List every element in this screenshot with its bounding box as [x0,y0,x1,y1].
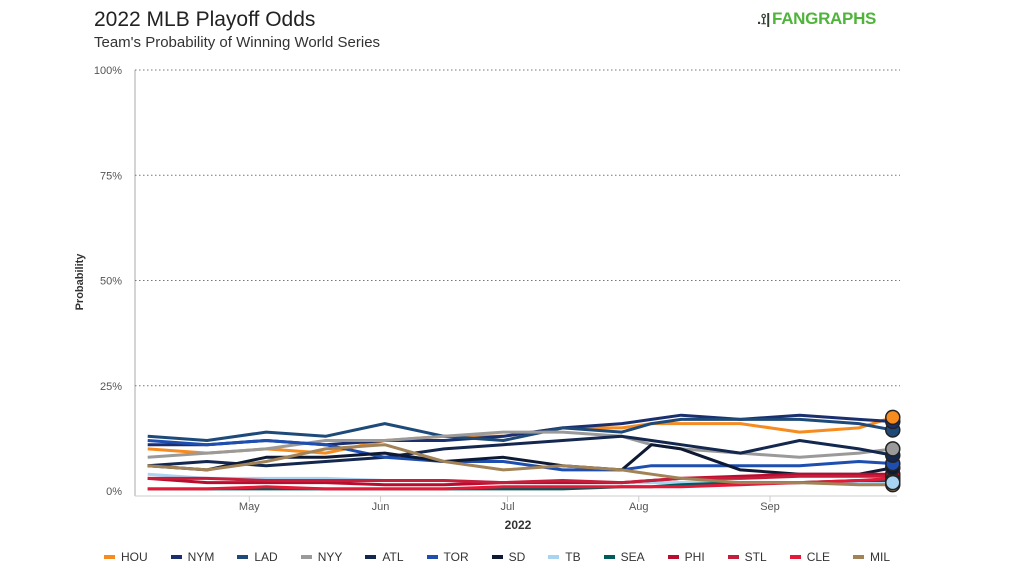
legend-swatch [667,555,679,559]
batter-icon: .⟟| [757,11,771,28]
legend-label: TOR [443,550,469,564]
legend-label: MIL [870,550,891,564]
x-tick-label: Jul [501,501,515,513]
x-tick-label: May [239,501,260,513]
y-axis-label: Probability [74,253,86,311]
legend-label: PHI [684,550,705,564]
legend-item-lad[interactable]: LAD [237,550,278,564]
legend-label: SEA [620,550,645,564]
legend-label: SD [508,550,526,564]
series-line-phi [147,472,893,487]
legend-swatch [853,555,865,559]
legend-swatch [491,555,503,559]
legend-item-atl[interactable]: ATL [365,550,404,564]
chart-subtitle: Team's Probability of Winning World Seri… [94,34,381,51]
legend-label: STL [744,550,767,564]
legend-swatch [727,555,739,559]
legend-label: ATL [382,550,404,564]
legend-label: TB [565,550,581,564]
legend-label: CLE [806,550,831,564]
series-line-stl [147,474,893,485]
series-line-mil [147,443,893,487]
legend-item-mil[interactable]: MIL [853,550,890,564]
legend-item-cle[interactable]: CLE [789,550,831,564]
series-line-nyy [147,430,893,459]
legend-item-tb[interactable]: TB [548,550,581,564]
series-line-tor [147,439,893,472]
legend-item-phi[interactable]: PHI [667,550,705,564]
legend-label: HOU [121,550,148,564]
y-tick-label: 50% [100,276,122,288]
legend-swatch [426,555,438,559]
legend-item-sea[interactable]: SEA [603,550,645,564]
legend-item-sd[interactable]: SD [491,550,526,564]
legend-item-nyy[interactable]: NYY [300,550,343,564]
legend-swatch [300,555,312,559]
series-line-lad [147,417,894,442]
series-line-atl [147,434,894,468]
x-tick-label: Jun [372,501,390,513]
legend-label: NYM [187,550,215,564]
y-tick-label: 25% [100,381,122,393]
legend-item-stl[interactable]: STL [727,550,767,564]
legend-swatch [365,555,377,559]
legend-swatch [789,555,801,559]
y-tick-label: 100% [94,65,122,77]
end-point-tb[interactable] [885,474,901,491]
legend-swatch [603,555,615,559]
x-tick-label: Aug [629,501,649,513]
x-axis-label: 2022 [505,518,532,532]
fangraphs-logo: .⟟| FANGRAPHS [757,9,877,28]
end-point-hou[interactable] [885,409,901,426]
legend-swatch [170,555,182,559]
legend-swatch [104,555,115,559]
legend-item-nym[interactable]: NYM [170,550,215,564]
legend-item-tor[interactable]: TOR [426,550,469,564]
legend-item-hou[interactable]: HOU [104,550,148,564]
legend-swatch [237,555,249,559]
legend-label: LAD [254,550,278,564]
y-tick-label: 75% [100,170,122,182]
legend-swatch [548,555,560,559]
y-tick-label: 0% [106,486,122,498]
legend: HOU NYM LAD NYY ATL TOR SD TB SEA PHI STL CLE MIL [104,550,913,564]
legend-label: NYY [317,550,343,564]
x-tick-label: Sep [760,501,780,513]
end-point-nyy[interactable] [885,441,901,457]
chart-title: 2022 MLB Playoff Odds [94,8,316,31]
